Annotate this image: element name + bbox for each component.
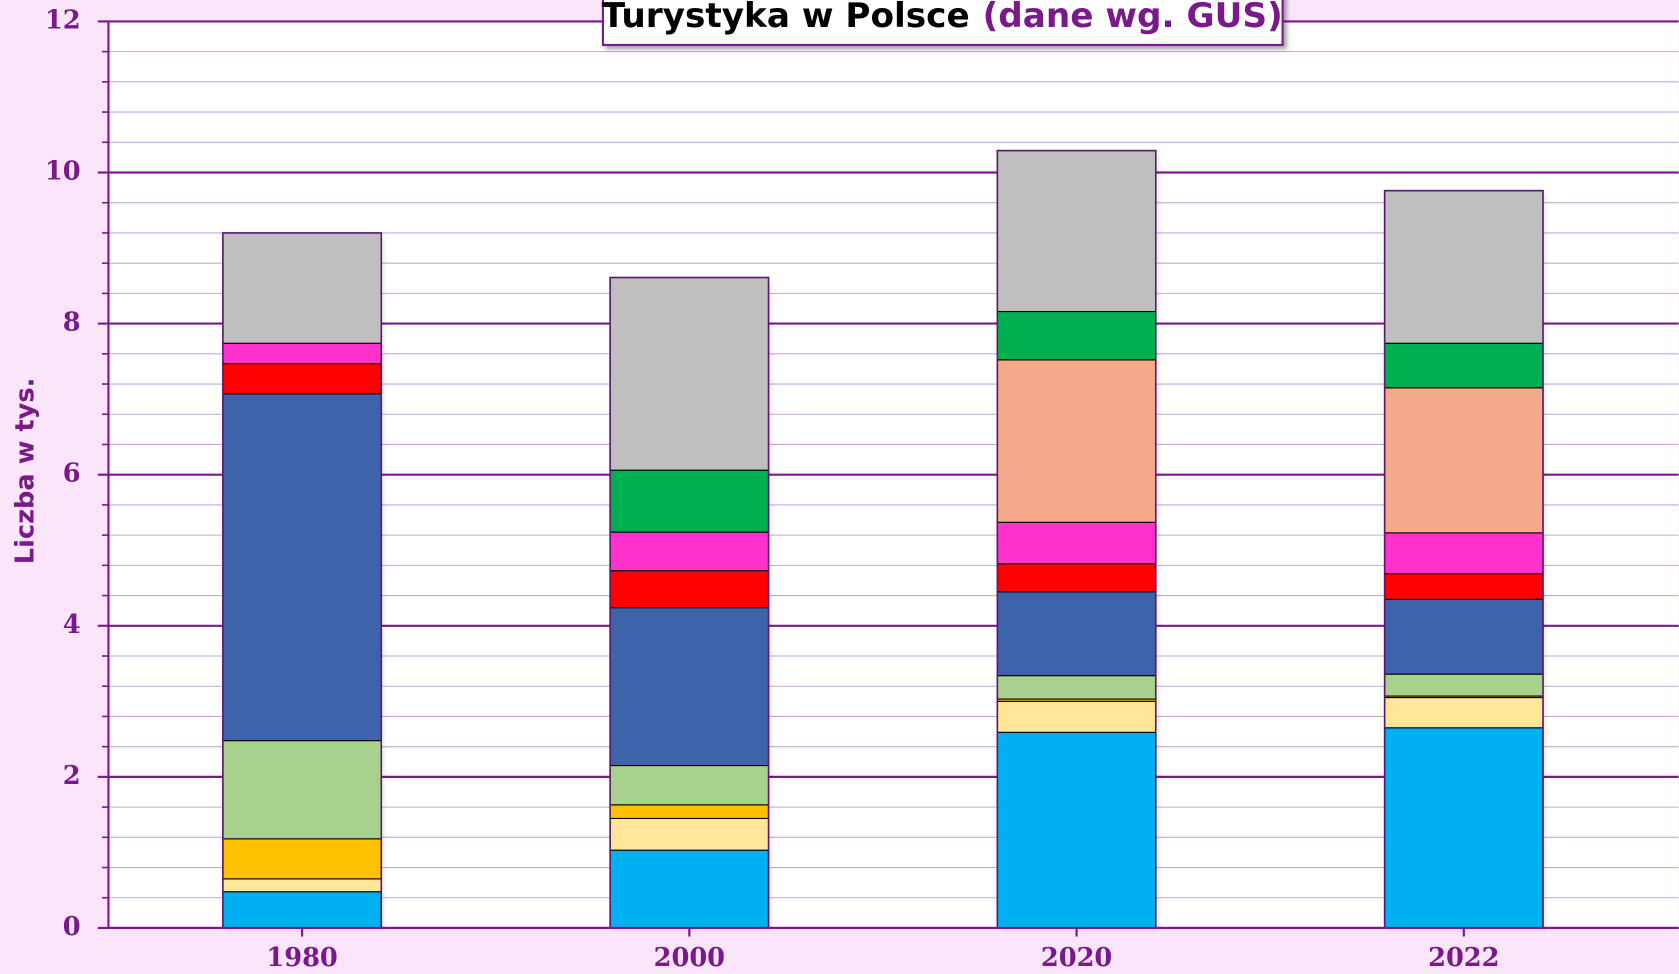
bar-segment (996, 150, 1157, 313)
bar-segment (609, 849, 770, 929)
bar-segment (1384, 697, 1544, 729)
x-tick-label: 2020 (1041, 943, 1112, 973)
x-tick-label: 2000 (654, 943, 725, 973)
chart-title: Turystyka w Polsce (dane wg. GUS) (602, 0, 1283, 36)
bar-segment (1384, 190, 1544, 344)
y-tick-label: 0 (63, 912, 81, 942)
bar-segment (1384, 387, 1544, 534)
bar-segment (222, 232, 382, 344)
bar-segment (609, 817, 770, 851)
title-box (601, 0, 1284, 47)
bar-segment (1384, 532, 1544, 575)
bar-segment (222, 891, 382, 929)
x-tick-label: 1980 (266, 943, 337, 973)
bar-segment (996, 731, 1157, 929)
bar-segment (609, 804, 770, 819)
bar-segment (996, 700, 1157, 733)
y-axis-label: Liczba w tys. (11, 378, 41, 565)
bar-segment (222, 342, 382, 365)
title-main: Turystyka w Polsce (602, 0, 970, 36)
bar-segment (609, 570, 770, 609)
bar-segment (996, 563, 1157, 593)
bar-segment (609, 765, 770, 806)
bar-segment (996, 359, 1157, 523)
y-tick-label: 8 (63, 308, 81, 338)
bar-segment (1384, 727, 1544, 929)
bar-segment (609, 607, 770, 767)
bar-segment (996, 521, 1157, 565)
bar-segment (996, 675, 1157, 700)
y-tick-label: 6 (63, 459, 81, 489)
bar-segment (1384, 673, 1544, 697)
y-tick-label: 4 (63, 610, 81, 640)
bar-segment (222, 393, 382, 742)
bar-segment (996, 591, 1157, 677)
y-tick-label: 2 (63, 761, 81, 791)
title-sub: (dane wg. GUS) (983, 0, 1283, 36)
y-tick-label: 10 (45, 157, 81, 187)
x-tick-label: 2022 (1428, 943, 1499, 973)
bar-segment (1384, 573, 1544, 600)
bar-segment (222, 878, 382, 893)
bar-segment (222, 740, 382, 840)
bar-segment (996, 310, 1157, 361)
bar-segment (609, 469, 770, 533)
y-tick-label: 12 (45, 5, 81, 35)
bar-segment (1384, 598, 1544, 675)
bar-segment (1384, 342, 1544, 389)
bar-segment (609, 531, 770, 572)
bar-segment (222, 363, 382, 395)
bar-segment (222, 838, 382, 880)
bar-segment (609, 276, 770, 471)
